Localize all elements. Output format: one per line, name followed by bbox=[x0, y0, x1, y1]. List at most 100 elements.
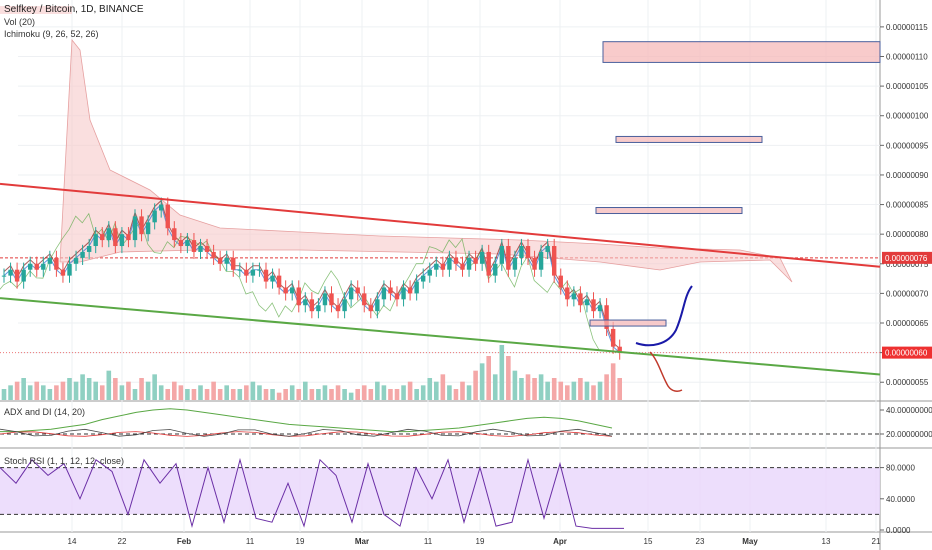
target-boxes[interactable] bbox=[589, 41, 881, 327]
candle-body bbox=[407, 287, 413, 294]
candle-body bbox=[276, 275, 282, 288]
stoch-tick-label: 80.0000 bbox=[886, 464, 915, 473]
volume-bar bbox=[41, 385, 46, 400]
candle-body bbox=[427, 269, 432, 276]
stoch-pane-label[interactable]: Stoch RSI (1, 1, 12, 12, close) bbox=[4, 456, 125, 466]
volume-bar bbox=[322, 385, 328, 400]
last-price-label: 0.00000060 bbox=[885, 349, 928, 358]
target-box bbox=[602, 41, 881, 63]
di-plus-line bbox=[0, 428, 613, 437]
candle-body bbox=[532, 257, 537, 270]
volume-bar bbox=[309, 389, 315, 400]
candle-body bbox=[486, 251, 491, 276]
candle-body bbox=[414, 281, 419, 294]
volume-bar bbox=[93, 381, 98, 400]
candle-body bbox=[525, 246, 531, 258]
candle-body bbox=[453, 257, 459, 264]
price-tick-label: 0.00000080 bbox=[886, 230, 929, 239]
volume-bar bbox=[610, 363, 616, 400]
volume-bar bbox=[440, 374, 446, 400]
adx-pane: 40.00000000 20.00000000 bbox=[0, 406, 932, 439]
volume-bar bbox=[538, 374, 544, 400]
target-box bbox=[615, 135, 763, 143]
volume-bar bbox=[198, 385, 203, 400]
volume-bar bbox=[178, 385, 184, 400]
volume-bar bbox=[388, 389, 393, 400]
candle-body bbox=[237, 269, 242, 271]
volume-bars bbox=[1, 345, 622, 400]
candle-body bbox=[447, 257, 452, 270]
projection-red bbox=[649, 351, 683, 392]
volume-bar bbox=[158, 385, 164, 400]
time-tick-label: 19 bbox=[476, 537, 485, 546]
price-tick-label: 0.00000075 bbox=[886, 260, 929, 269]
candle-body bbox=[80, 251, 85, 258]
ichimoku-indicator-label[interactable]: Ichimoku (9, 26, 52, 26) bbox=[4, 29, 99, 39]
trend-lines[interactable] bbox=[0, 182, 881, 376]
volume-bar bbox=[263, 389, 269, 400]
marked-level-badge bbox=[882, 251, 932, 264]
candle-body bbox=[41, 263, 46, 270]
time-axis[interactable]: 14 22 Feb 11 19 Mar 11 19 Apr 15 23 May 13 21 bbox=[68, 537, 881, 546]
volume-bar bbox=[401, 385, 406, 400]
candle-body bbox=[519, 246, 524, 258]
time-tick-label: 11 bbox=[246, 537, 255, 546]
stoch-tick-label: 0.0000 bbox=[886, 526, 911, 535]
candle-body bbox=[296, 287, 301, 306]
candle-body bbox=[584, 299, 590, 306]
price-tick-label: 0.00000070 bbox=[886, 289, 929, 298]
candle-body bbox=[139, 216, 144, 235]
candle-body bbox=[113, 228, 118, 247]
volume-bar bbox=[512, 370, 518, 400]
di-minus-line bbox=[0, 431, 613, 437]
candle-body bbox=[257, 269, 262, 271]
volume-bar bbox=[335, 385, 341, 400]
time-tick-label: 15 bbox=[644, 537, 653, 546]
volume-bar bbox=[532, 378, 537, 400]
target-box bbox=[589, 319, 667, 327]
volume-bar bbox=[60, 381, 66, 400]
volume-bar bbox=[414, 389, 419, 400]
candle-body bbox=[172, 228, 177, 241]
volume-bar bbox=[283, 389, 288, 400]
candle-body bbox=[126, 234, 131, 241]
volume-bar bbox=[453, 389, 459, 400]
hand-drawings[interactable] bbox=[635, 285, 693, 392]
symbol-title[interactable]: Selfkey / Bitcoin, 1D, BINANCE bbox=[4, 4, 144, 15]
candle-body bbox=[329, 293, 334, 306]
price-tick-label: 0.00000055 bbox=[886, 378, 929, 387]
adx-pane-label[interactable]: ADX and DI (14, 20) bbox=[4, 407, 86, 417]
price-tick-label: 0.00000085 bbox=[886, 201, 929, 210]
volume-bar bbox=[460, 381, 465, 400]
candle-body bbox=[185, 240, 190, 247]
volume-bar bbox=[224, 385, 229, 400]
volume-bar bbox=[427, 378, 433, 400]
price-tick-label: 0.00000090 bbox=[886, 171, 929, 180]
volume-bar bbox=[407, 381, 413, 400]
candle-body bbox=[34, 263, 39, 270]
time-tick-label: 13 bbox=[822, 537, 831, 546]
volume-indicator-label[interactable]: Vol (20) bbox=[4, 17, 36, 27]
volume-bar bbox=[348, 392, 354, 400]
candle-body bbox=[348, 287, 354, 300]
stoch-line bbox=[0, 457, 624, 529]
candle-body bbox=[434, 263, 439, 270]
candle-body bbox=[460, 263, 465, 270]
trend-line bbox=[0, 182, 881, 268]
candle-body bbox=[28, 263, 33, 270]
volume-bar bbox=[21, 378, 26, 400]
volume-bar bbox=[8, 385, 13, 400]
price-axis[interactable]: 0.00000115 0.00000110 0.00000105 0.00000100… bbox=[880, 23, 932, 387]
candle-body bbox=[47, 257, 53, 264]
volume-bar bbox=[14, 381, 20, 400]
candle-body bbox=[421, 275, 426, 282]
candle-body bbox=[552, 246, 557, 276]
volume-bar bbox=[617, 378, 622, 400]
candle-body bbox=[493, 263, 498, 276]
adx-tick-label: 20.00000000 bbox=[886, 430, 932, 439]
stoch-band bbox=[0, 467, 880, 515]
volume-bar bbox=[34, 381, 40, 400]
candle-body bbox=[335, 305, 341, 312]
volume-bar bbox=[571, 381, 577, 400]
